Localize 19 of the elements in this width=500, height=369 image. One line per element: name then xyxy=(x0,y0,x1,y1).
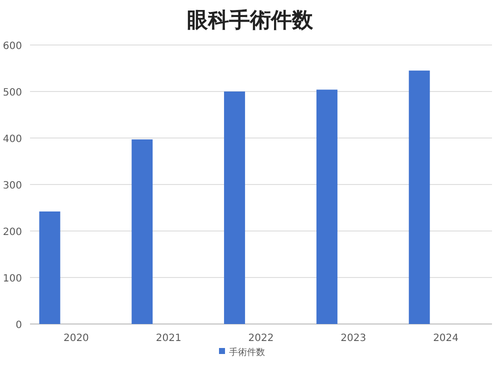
x-tick-label: 2021 xyxy=(156,333,182,344)
y-tick-label: 500 xyxy=(2,88,22,98)
y-tick-label: 300 xyxy=(2,180,22,192)
bar xyxy=(224,92,246,324)
bar xyxy=(39,211,60,324)
y-tick-label: 400 xyxy=(2,134,22,145)
x-tick-label: 2022 xyxy=(248,333,274,344)
y-tick-label: 600 xyxy=(2,41,22,52)
bar xyxy=(316,90,338,324)
x-tick-label: 2024 xyxy=(433,333,459,344)
bar xyxy=(132,139,153,324)
x-tick-label: 2020 xyxy=(63,333,89,344)
bar xyxy=(408,70,430,324)
x-tick-label: 2023 xyxy=(340,333,366,344)
legend-label: 手術件数 xyxy=(229,347,265,358)
chart-title: 眼科手術件数 xyxy=(187,8,314,32)
y-tick-label: 100 xyxy=(2,274,22,284)
y-tick-label: 0 xyxy=(16,320,22,331)
y-tick-label: 200 xyxy=(2,227,22,238)
